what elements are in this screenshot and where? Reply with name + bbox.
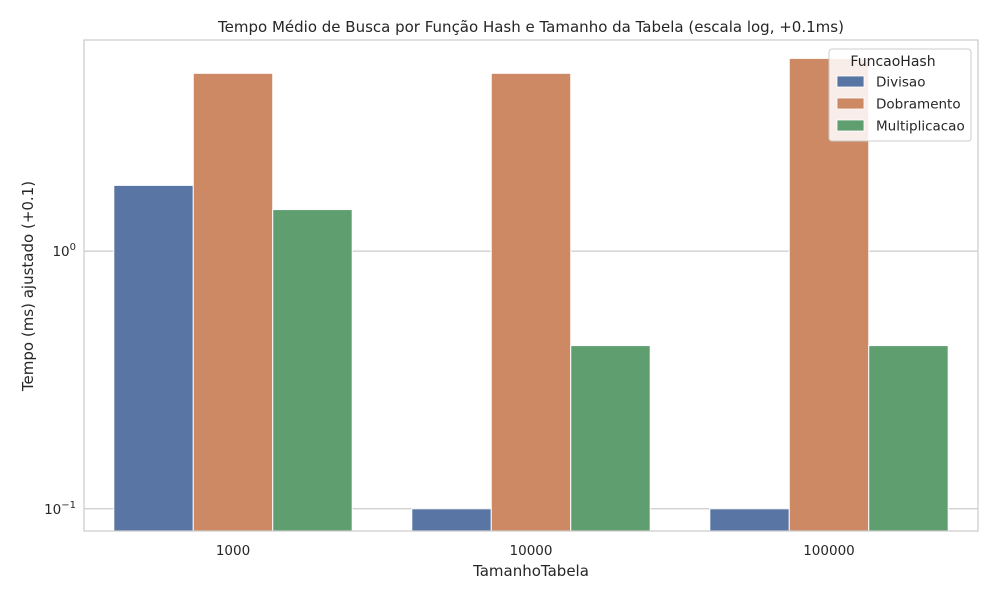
y-tick-label: 100 — [52, 242, 76, 260]
legend-label-dobramento: Dobramento — [876, 97, 961, 113]
y-tick-base: 10 — [44, 502, 61, 518]
plot-area-frame — [83, 39, 979, 532]
bar-divisao-10000 — [411, 508, 492, 532]
legend: FuncaoHash Divisao Dobramento Multiplicaca… — [828, 48, 972, 142]
x-axis-ticks: 1000 10000 100000 — [216, 543, 855, 559]
legend-title: FuncaoHash — [850, 54, 935, 70]
legend-items: Divisao Dobramento Multiplicacao — [836, 75, 965, 135]
bar-dobramento-1000 — [192, 72, 274, 532]
y-tick-exponent: 0 — [70, 242, 76, 253]
legend-label-multiplicacao: Multiplicacao — [876, 119, 965, 135]
bar-multiplicacao-1000 — [272, 209, 353, 532]
legend-swatch-divisao — [836, 75, 865, 88]
x-tick-label: 1000 — [216, 543, 250, 559]
x-axis-label: TamanhoTabela — [472, 562, 589, 580]
bar-multiplicacao-10000 — [570, 345, 651, 532]
y-tick-exponent: −1 — [61, 500, 76, 511]
x-tick-label: 100000 — [803, 543, 855, 559]
y-axis-label: Tempo (ms) ajustado (+0.1) — [19, 181, 37, 392]
y-tick-label: 10−1 — [44, 500, 76, 518]
legend-box — [828, 48, 972, 142]
y-tick-base: 10 — [52, 244, 69, 260]
bars — [113, 57, 949, 532]
bar-divisao-1000 — [113, 184, 194, 532]
chart-title: Tempo Médio de Busca por Função Hash e T… — [217, 18, 844, 36]
bar-divisao-100000 — [709, 508, 790, 532]
x-tick-label: 10000 — [510, 543, 553, 559]
bar-multiplicacao-100000 — [868, 345, 949, 532]
legend-swatch-multiplicacao — [836, 119, 865, 132]
legend-swatch-dobramento — [836, 97, 865, 110]
bar-dobramento-10000 — [490, 72, 572, 532]
legend-label-divisao: Divisao — [876, 75, 925, 91]
